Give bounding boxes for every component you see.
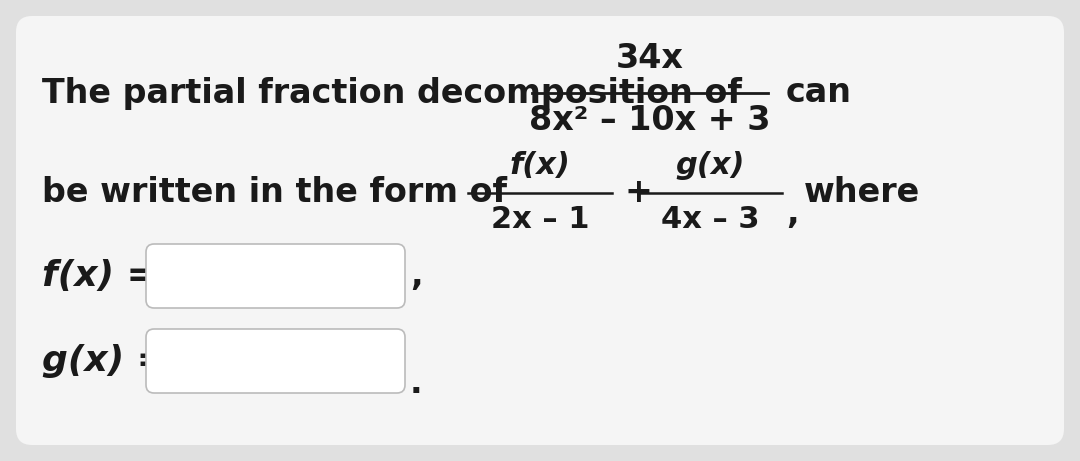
Text: f(x) =: f(x) =	[42, 259, 157, 293]
Text: The partial fraction decomposition of: The partial fraction decomposition of	[42, 77, 742, 110]
FancyBboxPatch shape	[146, 244, 405, 308]
Text: where: where	[804, 177, 920, 209]
Text: 2x – 1: 2x – 1	[490, 205, 590, 234]
Text: +: +	[624, 177, 652, 209]
FancyBboxPatch shape	[16, 16, 1064, 445]
Text: f(x): f(x)	[510, 150, 570, 179]
Text: ,: ,	[410, 260, 422, 292]
Text: g(x): g(x)	[675, 150, 745, 179]
Text: can: can	[786, 77, 852, 110]
Text: 4x – 3: 4x – 3	[661, 205, 759, 234]
Text: .: .	[410, 366, 422, 400]
Text: ,: ,	[786, 196, 798, 230]
FancyBboxPatch shape	[146, 329, 405, 393]
Text: be written in the form of: be written in the form of	[42, 177, 507, 209]
Text: 8x² – 10x + 3: 8x² – 10x + 3	[529, 105, 771, 137]
Text: 34x: 34x	[616, 42, 684, 76]
Text: g(x) =: g(x) =	[42, 344, 167, 378]
